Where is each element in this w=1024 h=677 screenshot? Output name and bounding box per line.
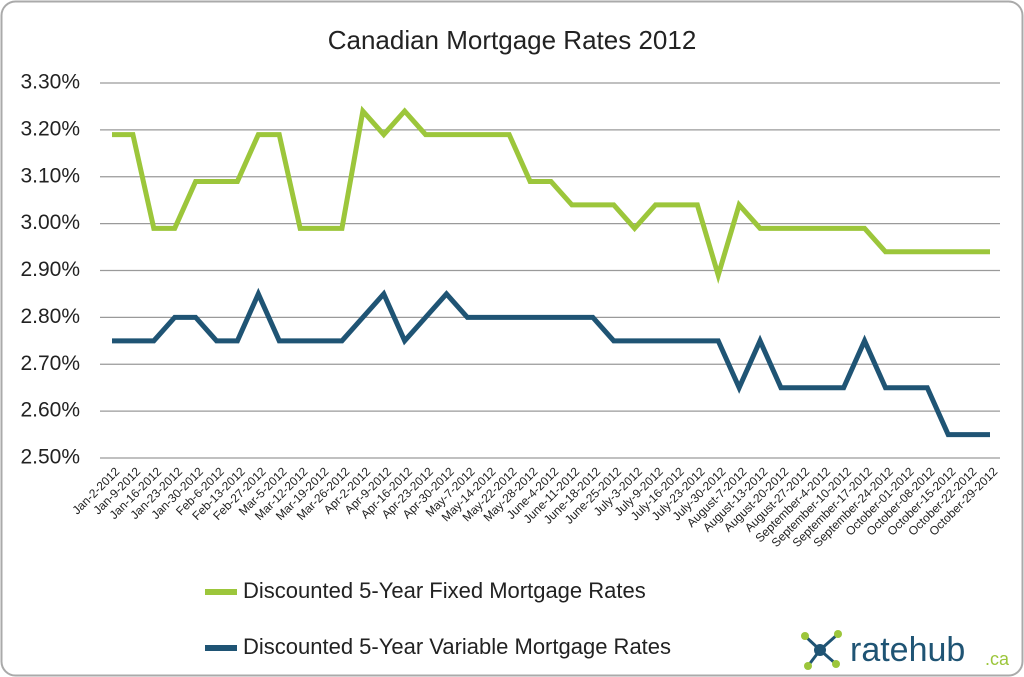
- series-line: [112, 287, 990, 438]
- legend-label: Discounted 5-Year Fixed Mortgage Rates: [243, 578, 646, 603]
- logo-dot: [832, 660, 840, 668]
- logo-dot: [814, 644, 826, 656]
- logo: ratehub .ca: [801, 630, 1010, 670]
- y-tick-label: 2.90%: [20, 258, 80, 281]
- y-tick-label: 2.80%: [20, 305, 80, 328]
- logo-dot: [834, 630, 842, 638]
- y-tick-label: 3.20%: [20, 117, 80, 140]
- legend-label: Discounted 5-Year Variable Mortgage Rate…: [243, 634, 671, 659]
- logo-name: ratehub: [850, 631, 965, 669]
- logo-dot: [804, 662, 812, 670]
- y-tick-label: 2.50%: [20, 446, 80, 469]
- series-line: [112, 105, 990, 284]
- y-tick-label: 2.70%: [20, 352, 80, 375]
- y-tick-label: 3.30%: [20, 71, 80, 94]
- logo-suffix: .ca: [985, 649, 1010, 669]
- y-tick-label: 2.60%: [20, 399, 80, 422]
- y-tick-label: 3.10%: [20, 164, 80, 187]
- y-tick-label: 3.00%: [20, 211, 80, 234]
- chart-title: Canadian Mortgage Rates 2012: [328, 25, 697, 55]
- logo-dot: [801, 632, 809, 640]
